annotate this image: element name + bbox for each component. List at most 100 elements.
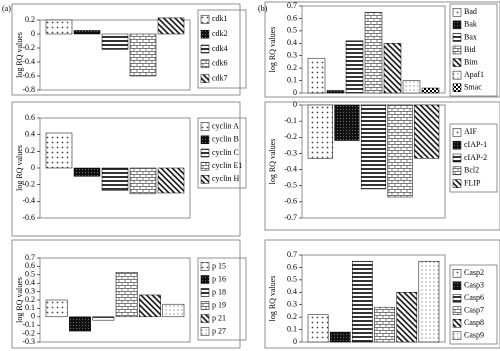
legend-swatch [452,8,462,17]
legend-label: FLIP [464,178,481,187]
y-tick-label: -0.4 [22,57,35,66]
y-tick-label: 0.5 [287,26,297,35]
legend-label: cyclin H [212,174,240,183]
bar [73,30,101,35]
y-tick-label: 0.4 [287,38,297,47]
legend-label: Casp7 [464,306,484,315]
bar [374,306,395,343]
legend-label: cdk1 [212,14,228,23]
y-tick-label: -0.2 [22,43,35,52]
panel-frame [264,1,500,98]
y-tick-label: -0.7 [284,213,297,222]
legend-swatch [200,262,210,271]
legend-label: p 18 [212,287,226,296]
legend-swatch [200,175,210,184]
bar [45,19,73,35]
panel-label: (b) [258,4,268,13]
legend-box [449,123,498,193]
legend-swatch [452,83,462,92]
bar [402,80,421,94]
y-tick-label: 0.3 [287,300,297,309]
legend-swatch [200,301,210,310]
y-tick-label: -0.4 [22,196,35,205]
legend-swatch [452,128,462,137]
y-tick-label: -0.3 [284,148,297,157]
y-axis-label: log RQ values [268,276,277,322]
legend-label: Casp6 [464,293,484,302]
legend-swatch [200,122,210,131]
bar [162,303,185,318]
bar [129,33,157,77]
bar [92,316,115,321]
bar [421,87,440,94]
legend-label: cIAP-1 [464,140,487,149]
legend-swatch [452,269,462,278]
plot-frame [39,19,191,91]
legend-label: cdk4 [212,44,228,53]
bar [383,43,402,94]
y-tick-label: 0.6 [25,113,35,122]
panel-frame [11,101,241,237]
legend-label: AIF [464,127,477,136]
bar [115,272,138,318]
y-tick-label: 0 [293,88,297,97]
y-tick-label: 0.7 [287,250,297,259]
bar [69,316,91,332]
bar [139,294,161,318]
legend-label: p 19 [212,300,226,309]
legend-swatch [200,148,210,158]
bar [157,17,185,35]
legend-label: cIAP-2 [464,153,487,162]
legend-label: p 15 [212,261,226,270]
y-tick-label: -0.2 [284,132,297,141]
legend-label: cyclin E1 [212,161,242,170]
y-tick-label: 0 [293,100,297,109]
y-axis-label: log RQ values [15,32,24,78]
legend-swatch [452,58,462,67]
y-tick-label: 0 [31,312,35,321]
legend-swatch [200,44,210,54]
legend-box [197,117,247,189]
bar [45,299,68,318]
legend-label: cdk7 [212,73,228,82]
legend-box [197,9,247,89]
panel-frame [264,101,500,231]
y-tick-label: 0.3 [25,286,35,295]
bar [129,167,157,195]
legend-label: p 16 [212,274,226,283]
legend-swatch [200,314,210,323]
legend-label: Bid [464,45,476,54]
bar [45,132,73,169]
legend-swatch [452,281,462,290]
bar [101,33,129,50]
bar [73,167,101,177]
legend-swatch [452,331,462,340]
y-tick-label: 0.6 [287,13,297,22]
bar [352,260,373,343]
legend-label: cyclin C [212,148,239,157]
legend-label: cdk2 [212,29,228,38]
legend-swatch [452,166,462,176]
bar [307,104,333,159]
legend-swatch [200,15,210,24]
y-tick-label: -0.6 [22,213,35,222]
y-tick-label: 0 [31,29,35,38]
legend-box [449,3,498,97]
y-tick-label: 0.7 [25,253,35,262]
legend-swatch [200,29,210,39]
y-tick-label: -0.2 [22,179,35,188]
bar [307,57,326,94]
legend-swatch [452,153,462,163]
y-tick-label: 0.4 [287,287,297,296]
bar [387,104,413,198]
y-tick-label: -0.5 [284,181,297,190]
y-axis-label: log RQ values [15,277,24,323]
legend-label: Bim [464,57,479,66]
panel-frame [264,239,500,349]
legend-swatch [452,294,462,303]
legend-swatch [452,20,462,30]
legend-label: cyclin B [212,135,239,144]
y-tick-label: 0.7 [287,1,297,10]
legend-swatch [452,319,462,328]
